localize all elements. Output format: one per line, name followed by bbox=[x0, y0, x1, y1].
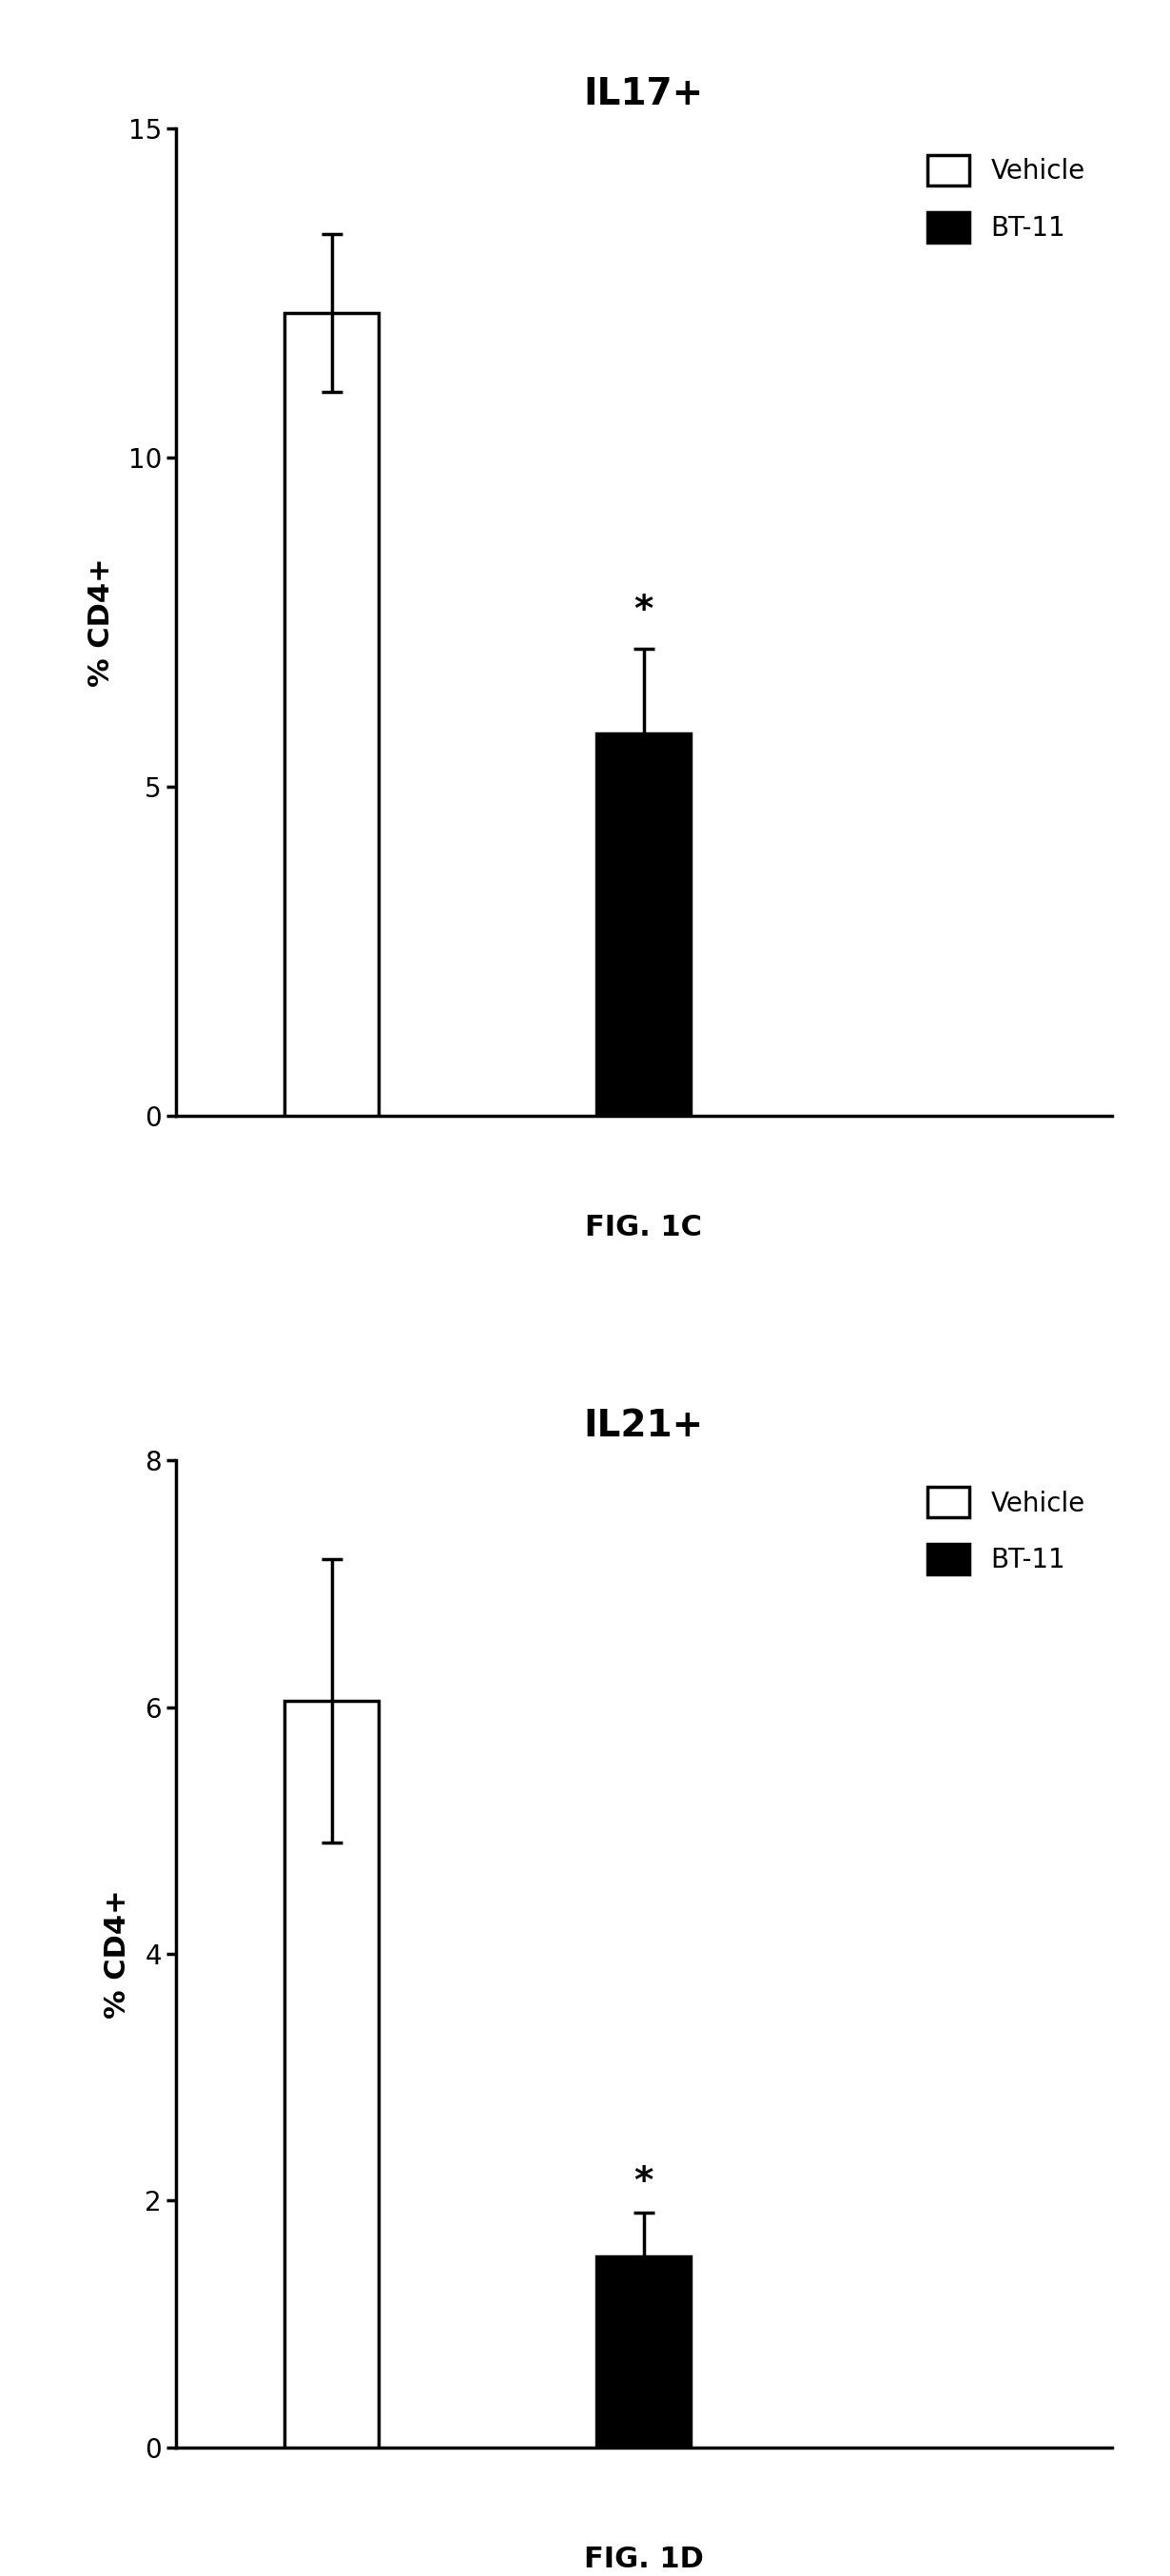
Title: IL21+: IL21+ bbox=[584, 1409, 703, 1445]
Text: FIG. 1C: FIG. 1C bbox=[585, 1213, 702, 1242]
Legend: Vehicle, BT-11: Vehicle, BT-11 bbox=[914, 1473, 1099, 1587]
Text: *: * bbox=[634, 592, 653, 629]
Y-axis label: % CD4+: % CD4+ bbox=[88, 556, 115, 688]
Y-axis label: % CD4+: % CD4+ bbox=[104, 1888, 131, 2020]
Bar bbox=[284, 312, 378, 1115]
Legend: Vehicle, BT-11: Vehicle, BT-11 bbox=[914, 142, 1099, 255]
Title: IL17+: IL17+ bbox=[584, 77, 703, 113]
Bar bbox=[597, 2257, 690, 2447]
Bar bbox=[284, 1700, 378, 2447]
Text: FIG. 1D: FIG. 1D bbox=[584, 2545, 703, 2573]
Bar bbox=[597, 734, 690, 1115]
Text: *: * bbox=[634, 2164, 653, 2200]
